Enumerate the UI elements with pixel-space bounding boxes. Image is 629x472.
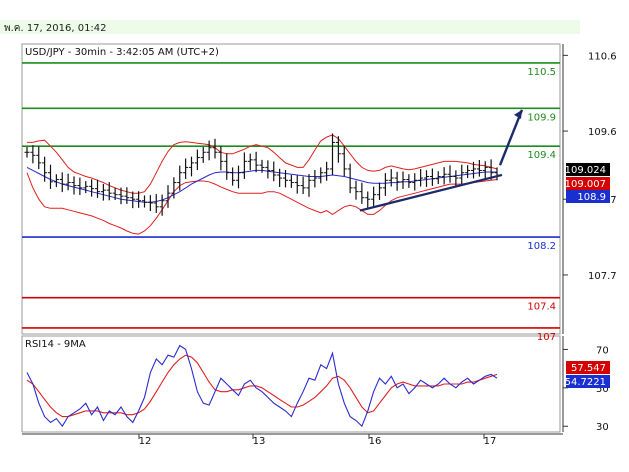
bollinger-lower-line — [26, 172, 498, 235]
y-tick-label-0: 110.6 — [588, 51, 617, 62]
level-label-2: 109.4 — [527, 150, 556, 161]
level-label-0: 110.5 — [527, 67, 556, 78]
price-tag-bg-2 — [566, 190, 610, 203]
x-tick-label-2: 16 — [369, 436, 382, 447]
levels-layer: 110.5 109.9 109.4 108.2 107.4 107 — [22, 62, 560, 343]
rsi-tag-bg-1 — [566, 375, 610, 388]
x-tick-label-0: 12 — [139, 436, 152, 447]
price-tag-label-0: 109.024 — [565, 165, 606, 176]
rsi-chart-title: RSI14 - 9MA — [25, 339, 86, 350]
candles-layer — [24, 133, 500, 216]
support-trendline — [359, 173, 503, 212]
y-tick-label-1: 109.6 — [588, 127, 617, 138]
rsi-line — [26, 344, 498, 428]
price-tag-label-1: 109.007 — [565, 179, 606, 190]
x-tick-label-1: 13 — [253, 436, 266, 447]
bollinger-upper-line — [27, 134, 498, 194]
rsi-tag-bg-0 — [566, 361, 610, 374]
forecast-arrow-line — [498, 109, 524, 166]
price-tag-bg-0 — [566, 163, 610, 176]
level-label-1: 109.9 — [527, 112, 556, 123]
forecast-arrow-head — [514, 109, 522, 119]
price-tags-layer: 109.024 109.007 108.9 — [565, 163, 610, 203]
y-tick-label-3: 107.7 — [588, 271, 617, 282]
rsi-y-tick-label-1: 50 — [596, 384, 609, 395]
date-strip — [0, 20, 580, 34]
rsi-ma-line — [26, 354, 498, 418]
rsi-layer: 70 50 30 57.547 54.7221 — [26, 344, 610, 433]
x-tick-label-3: 17 — [484, 436, 497, 447]
rsi-tag-label-0: 57.547 — [571, 363, 606, 374]
level-label-4: 107.4 — [527, 302, 556, 313]
main-plot-frame — [21, 43, 561, 335]
x-ticks-layer: 12 13 16 17 — [138, 434, 497, 447]
rsi-y-tick-label-0: 70 — [596, 345, 609, 356]
level-label-3: 108.2 — [527, 241, 556, 252]
rsi-tag-label-1: 54.7221 — [565, 377, 606, 388]
price-tag-label-2: 108.9 — [577, 192, 606, 203]
rsi-y-tick-label-2: 30 — [596, 422, 609, 433]
price-tag-bg-1 — [566, 177, 610, 190]
level-label-5: 107 — [537, 332, 556, 343]
trend-overlay-layer — [359, 109, 524, 212]
main-chart-title: USD/JPY - 30min - 3:42:05 AM (UTC+2) — [25, 47, 219, 58]
datetime-label: พ.ค. 17, 2016, 01:42 — [4, 23, 107, 34]
